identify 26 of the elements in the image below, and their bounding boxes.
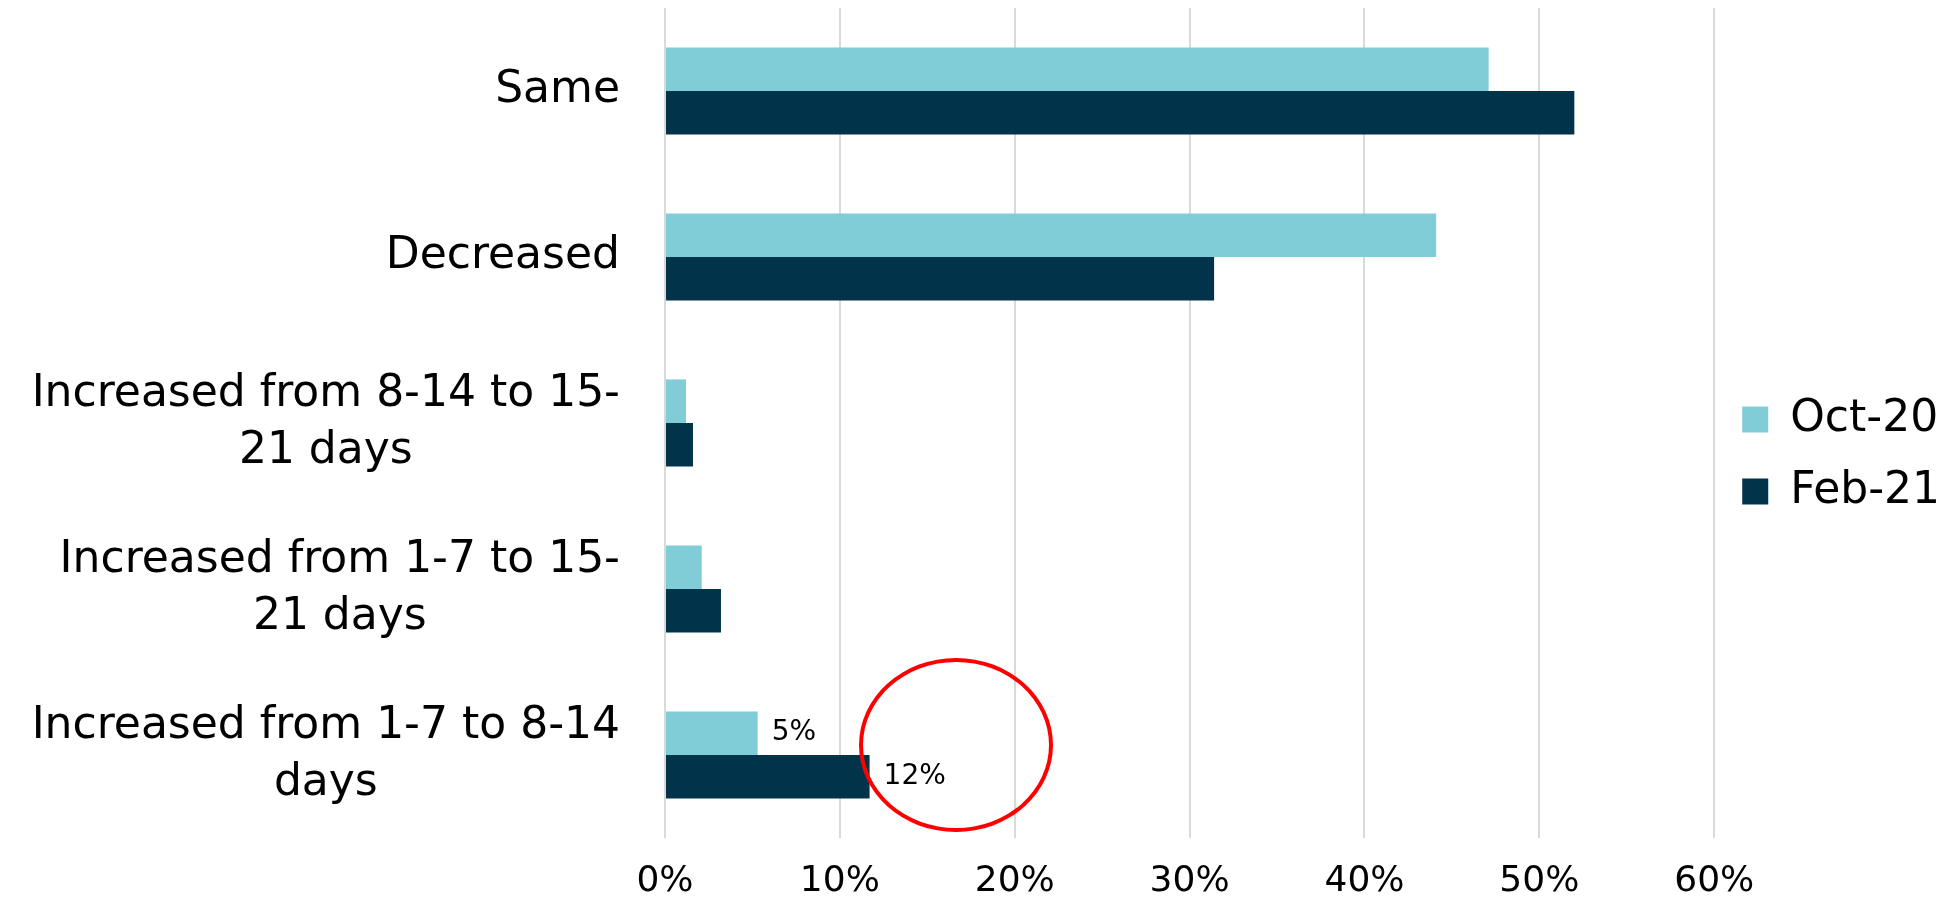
bar (666, 257, 1215, 301)
x-tick-label: 60% (1674, 857, 1755, 899)
bar (666, 47, 1489, 91)
y-tick-label: Increased from 1-7 to 15-21 days (59, 530, 621, 639)
y-tick-label: Increased from 1-7 to 8-14 days (31, 696, 620, 805)
x-tick-label: 20% (974, 857, 1055, 899)
x-tick-label: 40% (1324, 857, 1405, 899)
x-tick-label: 0% (636, 857, 694, 899)
bar (666, 423, 693, 467)
legend-label: Feb-21 (1790, 461, 1941, 513)
bar (666, 91, 1575, 135)
bar (666, 545, 702, 589)
data-label: 5% (771, 714, 817, 748)
bar (666, 213, 1437, 257)
x-tick-label: 50% (1499, 857, 1580, 899)
y-tick-label: Increased from 8-14 to 15-21 days (31, 364, 620, 473)
x-tick-label: 30% (1149, 857, 1230, 899)
bar (666, 589, 721, 633)
bar (666, 755, 870, 799)
legend-label: Oct-20 (1790, 389, 1939, 441)
bar (666, 711, 758, 755)
bar (666, 379, 686, 423)
y-tick-label: Decreased (385, 227, 621, 279)
x-tick-label: 10% (799, 857, 880, 899)
data-label: 12% (883, 758, 946, 792)
y-tick-label: Same (495, 61, 620, 113)
